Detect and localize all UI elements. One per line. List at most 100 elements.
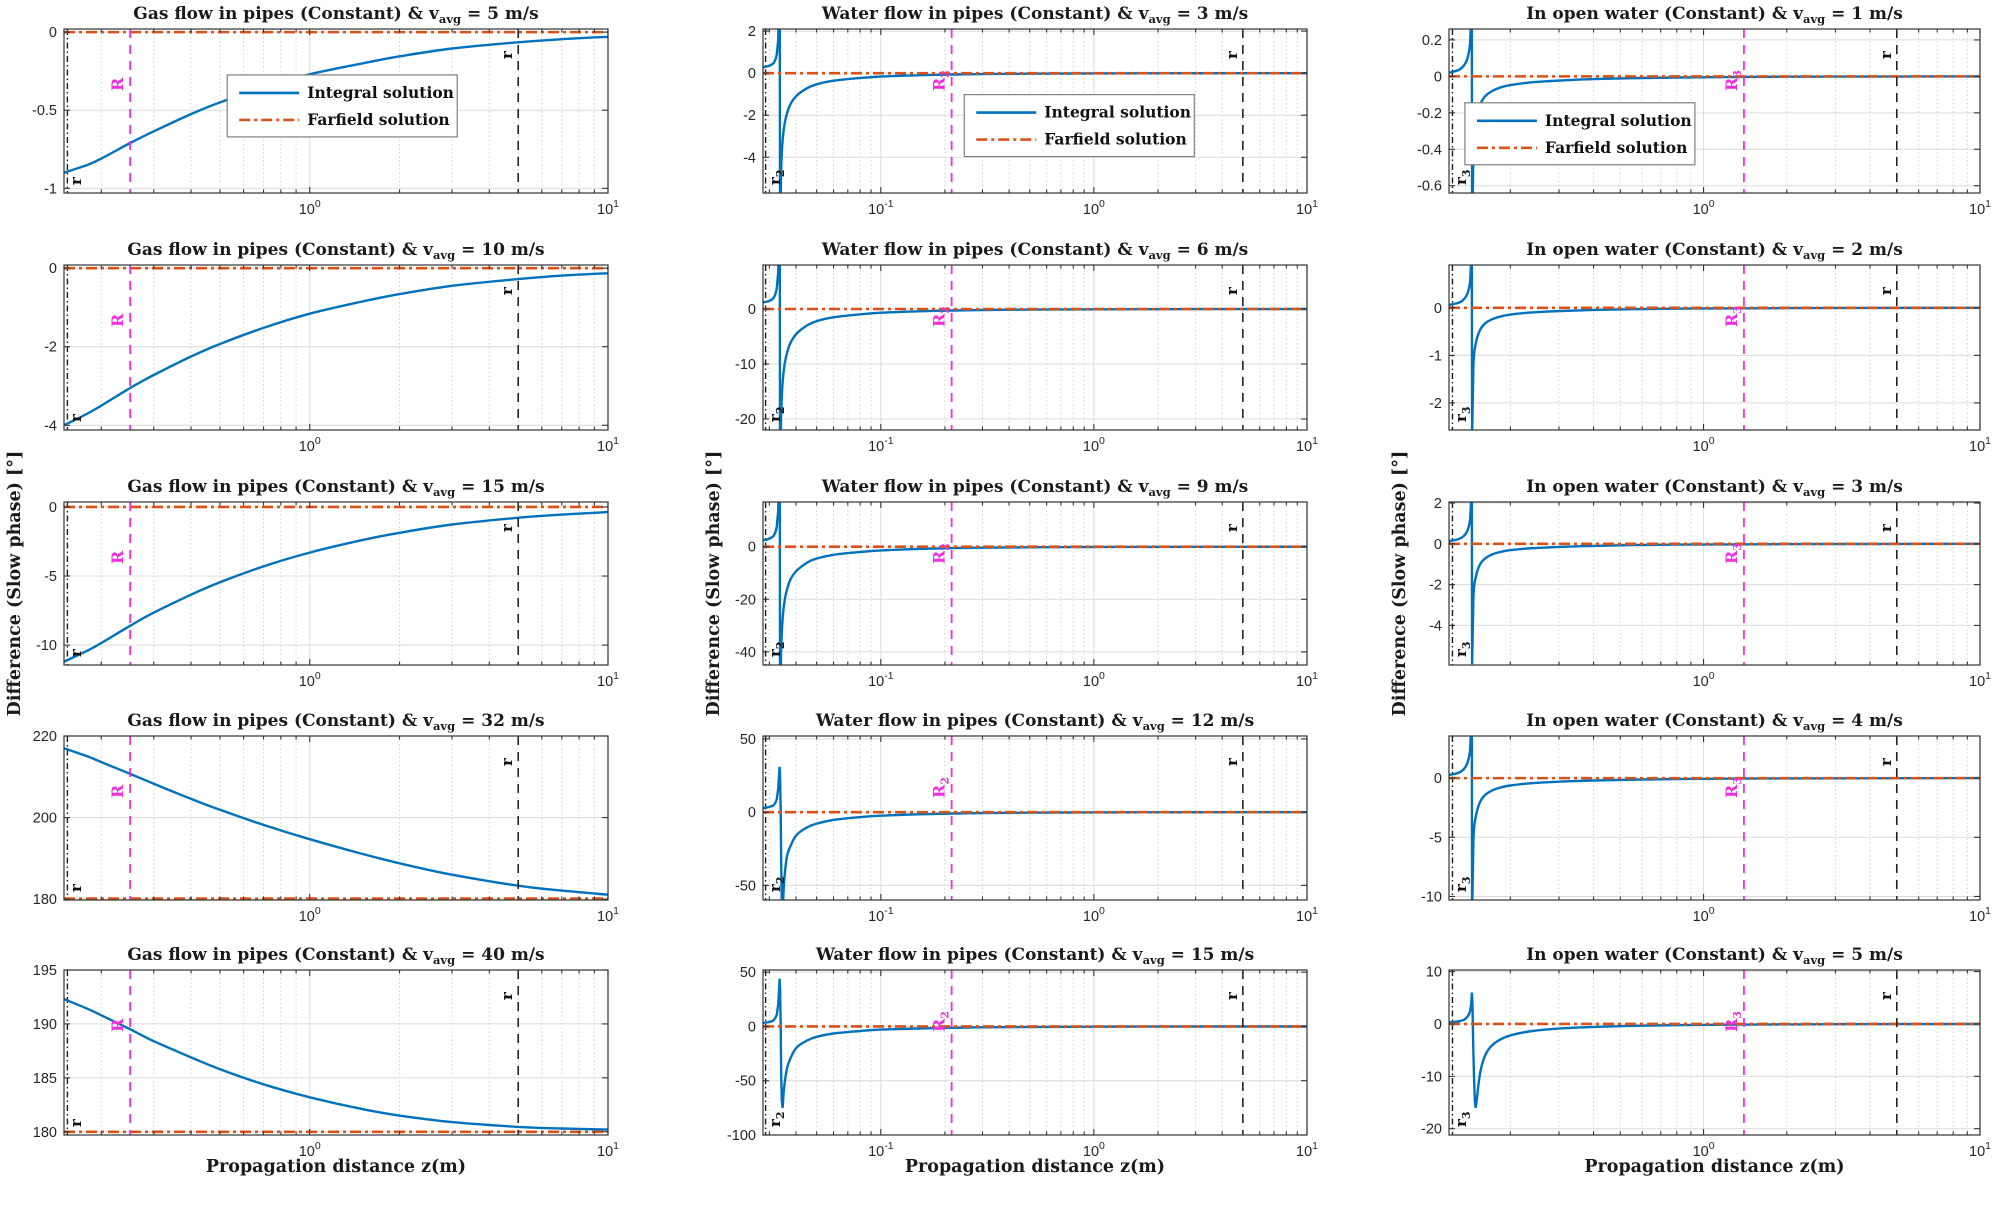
x-tick-label: 101 <box>597 435 619 455</box>
x-tick-label: 100 <box>299 435 321 455</box>
grid <box>64 736 608 900</box>
x-tick-label: 10-1 <box>868 905 894 925</box>
y-tick-label: -4 <box>44 418 57 434</box>
axis-box <box>63 969 609 1136</box>
y-tick-label: -100 <box>727 1128 756 1144</box>
x-tick-label: 101 <box>1296 905 1318 925</box>
legend: Integral solution Farfield solution <box>963 93 1195 158</box>
subplot-open-1: R3 r r3 100 101 0.2 0 -0.2 -0.4 -0.6 In open water… <box>1417 4 1991 218</box>
edge-marker-label: r2 <box>766 406 787 422</box>
R-marker-label: R3 <box>1722 70 1744 91</box>
x-tick-label: 101 <box>1296 1140 1318 1160</box>
y-tick-label: 185 <box>33 1071 57 1087</box>
plot-title: In open water (Constant) & vavg = 2 m/s <box>1526 240 1903 262</box>
subplot-water-12: R2 r r2 10-1 100 101 50 0 -50 Water flow in pipes… <box>735 711 1318 925</box>
r-marker-label: r <box>498 757 516 766</box>
integral-curve <box>1449 736 1980 900</box>
y-tick-label: 0 <box>748 66 756 82</box>
R-marker-label: R <box>108 550 127 564</box>
legend-entry-farfield: Farfield solution <box>1044 130 1187 149</box>
edge-marker-label: r <box>67 1118 85 1127</box>
plot-title: Gas flow in pipes (Constant) & vavg = 40… <box>127 945 544 967</box>
x-tick-label: 101 <box>1296 670 1318 690</box>
edge-marker-label: r <box>67 648 85 657</box>
x-tick-label: 100 <box>1693 198 1715 218</box>
edge-marker-label: r3 <box>1452 876 1473 892</box>
legend-entry-integral: Integral solution <box>1044 103 1191 122</box>
x-tick-label: 100 <box>1083 1140 1105 1160</box>
x-tick-label: 100 <box>1083 670 1105 690</box>
axis-ticks <box>64 502 609 665</box>
grid <box>763 502 1307 665</box>
y-tick-label: 0 <box>49 500 57 516</box>
r-marker-label: r <box>498 523 516 532</box>
edge-marker-label: r2 <box>766 876 787 892</box>
integral-curve <box>1449 502 1980 665</box>
y-tick-label: -2 <box>44 340 57 356</box>
y-tick-label: -0.4 <box>1417 142 1442 158</box>
y-tick-label: -50 <box>735 878 756 894</box>
x-axis-label: Propagation distance z(m) <box>905 1157 1165 1177</box>
y-tick-label: -50 <box>735 1074 756 1090</box>
plot-title: Water flow in pipes (Constant) & vavg = … <box>821 240 1249 262</box>
axis-ticks <box>64 969 609 1135</box>
y-tick-label: -4 <box>743 150 756 166</box>
axis-ticks <box>763 502 1308 665</box>
y-tick-label: -2 <box>1429 578 1442 594</box>
x-tick-label: 100 <box>1083 435 1105 455</box>
y-tick-label: 2 <box>1434 496 1442 512</box>
r-marker-label: r <box>1877 991 1895 1000</box>
subplot-gas-32: Rr r 100 101 220 200 180 Gas flow in pipes (Con… <box>33 711 619 925</box>
R-marker-label: R <box>108 313 127 327</box>
y-axis-label: Difference (Slow phase) [°] <box>5 451 25 717</box>
legend-entry-integral: Integral solution <box>1545 111 1692 130</box>
y-tick-label: -10 <box>1421 889 1442 905</box>
x-tick-label: 101 <box>1969 905 1991 925</box>
y-tick-label: -20 <box>1421 1122 1442 1138</box>
integral-curve <box>763 766 1307 900</box>
x-tick-label: 100 <box>299 670 321 690</box>
y-tick-label: -10 <box>1421 1069 1442 1085</box>
integral-curve <box>1449 29 1980 193</box>
axis-ticks <box>1449 502 1981 665</box>
r-marker-label: r <box>1877 757 1895 766</box>
x-axis-label: Propagation distance z(m) <box>1584 1157 1844 1177</box>
axis-box <box>63 501 609 666</box>
y-tick-label: 10 <box>1426 965 1442 981</box>
edge-marker-label: r2 <box>766 169 787 185</box>
R-marker-label: R <box>108 784 127 798</box>
y-tick-label: 0 <box>748 302 756 318</box>
axis-box <box>63 28 609 194</box>
axis-ticks <box>763 29 1308 193</box>
axis-ticks <box>64 735 609 900</box>
x-axis-label: Propagation distance z(m) <box>206 1157 466 1177</box>
axis-ticks <box>1449 970 1981 1135</box>
R-marker-label: R3 <box>1722 543 1744 564</box>
axis-ticks <box>64 265 609 430</box>
grid <box>64 265 608 430</box>
y-tick-label: 0.2 <box>1422 33 1442 49</box>
axis-box <box>1448 735 1981 901</box>
R-marker-label: R <box>108 77 127 91</box>
y-tick-label: 180 <box>33 892 57 908</box>
y-tick-label: -10 <box>735 357 756 373</box>
x-tick-label: 101 <box>597 198 619 218</box>
y-tick-label: 195 <box>33 963 57 979</box>
x-tick-label: 101 <box>597 670 619 690</box>
axis-box <box>762 264 1308 431</box>
x-tick-label: 10-1 <box>868 435 894 455</box>
y-tick-label: 50 <box>740 965 756 981</box>
y-tick-label: -0.5 <box>32 103 57 119</box>
y-tick-label: -2 <box>743 108 756 124</box>
edge-marker-label: r2 <box>766 641 787 657</box>
y-tick-label: -4 <box>1429 618 1442 634</box>
axis-ticks <box>1449 29 1981 193</box>
r-marker-label: r <box>1223 286 1241 295</box>
subplot-water-6: R2 r r2 10-1 100 101 0 -10 -20 Water flow in pipe… <box>735 240 1318 455</box>
x-tick-label: 101 <box>1296 198 1318 218</box>
edge-marker-label: r2 <box>766 1111 787 1127</box>
x-tick-label: 100 <box>299 198 321 218</box>
y-tick-label: 0 <box>1434 771 1442 787</box>
axis-box <box>762 28 1308 194</box>
